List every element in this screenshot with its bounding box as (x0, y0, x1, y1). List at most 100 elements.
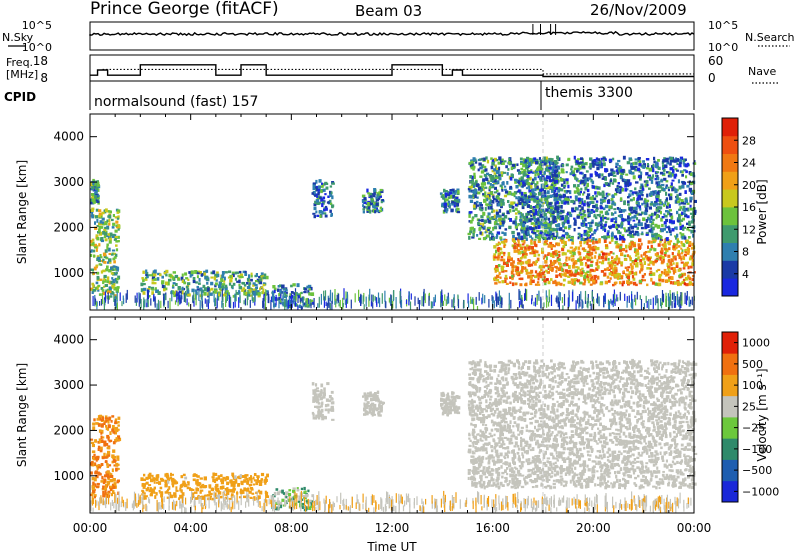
echo-cell (485, 207, 487, 211)
echo-cell (542, 195, 545, 198)
echo-cell (586, 170, 589, 172)
echo-cell (582, 282, 585, 285)
echo-cell (501, 159, 504, 161)
echo-cell (655, 190, 657, 194)
echo-cell (515, 185, 518, 189)
echo-cell (216, 271, 219, 273)
echo-cell (414, 296, 415, 305)
echo-cell (555, 270, 557, 273)
echo-cell (563, 241, 565, 245)
echo-cell (578, 205, 581, 208)
echo-cell (373, 188, 376, 192)
echo-cell (366, 206, 369, 208)
echo-cell (478, 163, 481, 166)
echo-cell (579, 256, 582, 259)
echo-cell (521, 199, 524, 203)
echo-cell (160, 301, 161, 308)
echo-cell (94, 440, 97, 442)
echo-cell (107, 276, 109, 280)
echo-cell (377, 199, 379, 202)
echo-cell (684, 282, 686, 285)
echo-cell (627, 161, 631, 164)
echo-cell (144, 299, 145, 307)
echo-cell (251, 273, 253, 276)
echo-cell (457, 295, 458, 300)
echo-cell (524, 246, 527, 250)
echo-cell (589, 224, 592, 227)
echo-cell (640, 172, 642, 176)
echo-cell (496, 234, 498, 238)
echo-cell (556, 296, 557, 303)
echo-cell (537, 236, 540, 239)
echo-cell (562, 217, 565, 220)
echo-cell (588, 222, 591, 224)
echo-cell (649, 261, 652, 264)
echo-cell (600, 207, 603, 210)
echo-cell (595, 195, 598, 197)
echo-cell (572, 265, 575, 269)
echo-cell (193, 280, 196, 283)
echo-cell (559, 301, 560, 309)
echo-cell (156, 492, 158, 495)
echo-cell (520, 247, 523, 250)
echo-cell (665, 158, 669, 161)
echo-cell (522, 164, 525, 167)
echo-cell (257, 290, 260, 292)
echo-cell (593, 277, 596, 280)
echo-cell (653, 298, 654, 309)
echo-cell (686, 242, 688, 244)
echo-cell (382, 293, 383, 304)
echo-cell (642, 165, 645, 169)
echo-cell (175, 275, 178, 278)
echo-cell (112, 425, 115, 429)
echo-cell (670, 267, 673, 270)
echo-cell (226, 482, 229, 486)
echo-cell (274, 290, 276, 293)
echo-cell (250, 289, 252, 292)
echo-cell (525, 261, 528, 263)
echo-cell (247, 286, 250, 289)
echo-cell (579, 166, 582, 170)
echo-cell (229, 498, 232, 500)
echo-cell (650, 274, 653, 276)
echo-cell (568, 257, 570, 261)
echo-cell (485, 156, 487, 159)
nsky-tick-bottom: 10^0 (22, 41, 52, 54)
echo-cell (493, 259, 496, 261)
echo-cell (665, 279, 667, 283)
echo-cell (669, 204, 671, 208)
echo-cell (263, 303, 264, 309)
echo-cell (479, 231, 481, 234)
echo-cell (627, 215, 630, 219)
echo-cell (655, 161, 657, 164)
freq-trace (90, 65, 694, 77)
echo-cell (259, 288, 261, 291)
echo-cell (140, 283, 143, 287)
echo-cell (560, 188, 563, 191)
echo-cell (582, 224, 585, 227)
echo-cell (557, 166, 560, 169)
echo-cell (91, 209, 94, 212)
echo-cell (492, 175, 495, 178)
echo-cell (629, 257, 632, 259)
echo-cell (566, 181, 568, 185)
echo-cell (297, 295, 298, 303)
echo-cell (550, 278, 553, 281)
echo-cell (100, 256, 102, 258)
echo-cell (599, 186, 601, 189)
echo-cell (643, 279, 646, 281)
echo-cell (197, 275, 199, 278)
echo-cell (577, 272, 579, 275)
echo-cell (98, 423, 101, 426)
echo-cell (212, 476, 215, 478)
echo-cell (517, 258, 519, 261)
echo-cell (681, 199, 684, 202)
echo-cell (556, 206, 559, 210)
echo-cell (638, 238, 641, 242)
echo-cell (675, 301, 676, 308)
echo-cell (490, 206, 492, 209)
echo-cell (602, 159, 605, 161)
echo-cell (111, 272, 114, 274)
echo-cell (641, 299, 642, 310)
